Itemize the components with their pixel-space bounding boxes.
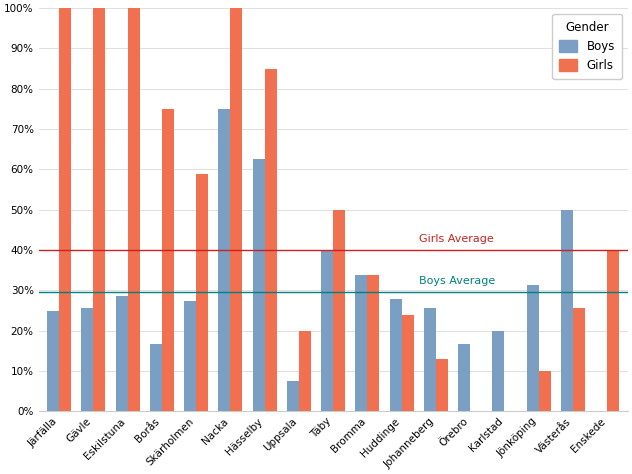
Bar	[196, 174, 208, 411]
Bar	[333, 210, 345, 411]
Bar	[219, 109, 231, 411]
Bar	[287, 381, 299, 411]
Bar	[492, 331, 504, 411]
Bar	[321, 250, 333, 411]
Legend: Boys, Girls: Boys, Girls	[552, 14, 622, 79]
Bar	[607, 250, 619, 411]
Bar	[162, 109, 174, 411]
Bar	[299, 331, 311, 411]
Bar	[561, 210, 573, 411]
Bar	[355, 275, 367, 411]
Bar	[231, 8, 243, 411]
Bar	[538, 371, 550, 411]
Text: Boys Average: Boys Average	[419, 276, 495, 286]
Bar	[424, 308, 436, 411]
Bar	[184, 301, 196, 411]
Bar	[402, 315, 414, 411]
Bar	[573, 308, 585, 411]
Bar	[150, 344, 162, 411]
Bar	[59, 8, 71, 411]
Text: Girls Average: Girls Average	[419, 234, 494, 244]
Bar	[116, 296, 128, 411]
Bar	[47, 310, 59, 411]
Bar	[390, 299, 402, 411]
Bar	[458, 344, 470, 411]
Bar	[265, 69, 277, 411]
Bar	[436, 359, 448, 411]
Bar	[82, 308, 94, 411]
Bar	[253, 159, 265, 411]
Bar	[367, 275, 379, 411]
Bar	[128, 8, 140, 411]
Bar	[94, 8, 106, 411]
Bar	[526, 285, 538, 411]
